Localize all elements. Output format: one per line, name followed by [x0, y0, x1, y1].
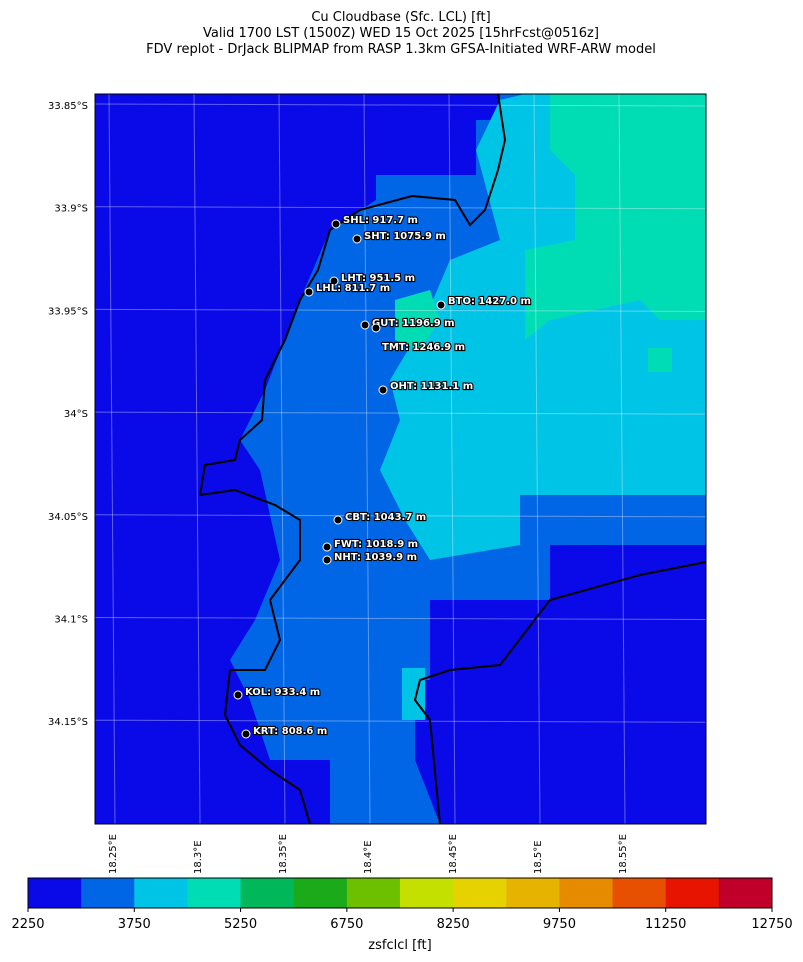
colorbar-tick-label: 6750 [330, 917, 363, 932]
grid-line [94, 514, 707, 518]
grid-line [108, 93, 116, 825]
station-marker [241, 729, 251, 739]
colorbar-tick-label: 3750 [118, 917, 151, 932]
colorbar-swatch [400, 878, 454, 908]
station-label: TMT: 1246.9 m [382, 342, 465, 353]
colorbar-swatch [559, 878, 614, 908]
field-zone [648, 348, 672, 372]
grid-line [448, 93, 456, 825]
colorbar-label: zsfclcl [ft] [368, 938, 431, 953]
grid-line [618, 93, 626, 825]
colorbar-tick-label: 9750 [543, 917, 576, 932]
lat-label: 34.1°S [54, 615, 88, 626]
grid-line [94, 308, 707, 312]
coastline [198, 93, 707, 825]
station-label: KOL: 933.4 m [245, 687, 320, 698]
lon-label: 18.4°E [363, 840, 374, 874]
station-marker [304, 287, 314, 297]
grid-line [94, 719, 707, 723]
station-label: NHT: 1039.9 m [334, 552, 417, 563]
grid-line [94, 103, 707, 107]
station-marker [233, 690, 243, 700]
grid-line [94, 411, 707, 415]
map-frame [94, 93, 707, 825]
colorbar-swatch [134, 878, 188, 908]
station-marker [322, 542, 332, 552]
colorbar-swatch [187, 878, 242, 908]
colorbar-swatch [665, 878, 720, 908]
lon-label: 18.3°E [193, 840, 204, 874]
grid-line [94, 617, 707, 620]
colorbar-swatch [718, 878, 773, 908]
title: FDV replot - DrJack BLIPMAP from RASP 1.… [146, 42, 656, 57]
lat-label: 34°S [64, 409, 88, 420]
colorbar-tick-label: 2250 [11, 917, 44, 932]
lat-label: 33.95°S [48, 306, 88, 317]
lon-label: 18.45°E [448, 834, 459, 874]
station-label: LHT: 951.5 m [341, 273, 415, 284]
colorbar-frame [27, 877, 773, 909]
colorbar-tick-label: 11250 [645, 917, 686, 932]
station-label: BTO: 1427.0 m [448, 296, 531, 307]
station-label: GUT: 1196.9 m [372, 318, 455, 329]
colorbar-swatch [612, 878, 667, 908]
lon-label: 18.25°E [108, 834, 119, 874]
grid-line [363, 93, 371, 825]
lon-label: 18.55°E [618, 834, 629, 874]
station-marker [436, 300, 446, 310]
station-label: FWT: 1018.9 m [334, 539, 418, 550]
colorbar-swatch [28, 878, 82, 908]
lon-label: 18.35°E [278, 834, 289, 874]
lat-label: 34.15°S [48, 717, 88, 728]
field-zone [402, 668, 425, 720]
colorbar-swatch [506, 878, 560, 908]
grid-line [278, 93, 286, 825]
station-marker [331, 219, 341, 229]
colorbar-swatch [81, 878, 135, 908]
field-zone [525, 94, 706, 340]
station-marker [329, 276, 339, 286]
colorbar-swatch [453, 878, 507, 908]
field-zone [395, 290, 440, 350]
lat-label: 33.9°S [54, 204, 88, 215]
lat-label: 33.85°S [48, 101, 88, 112]
lat-label: 34.05°S [48, 512, 88, 523]
station-marker [322, 555, 332, 565]
grid-line [533, 93, 541, 825]
station-label: KRT: 808.6 m [253, 726, 327, 737]
colorbar-swatch [240, 878, 295, 908]
station-label: SHL: 917.7 m [343, 215, 418, 226]
title: Cu Cloudbase (Sfc. LCL) [ft] [311, 10, 490, 25]
station-marker [333, 515, 343, 525]
station-label: OHT: 1131.1 m [390, 381, 473, 392]
station-marker [360, 320, 370, 330]
lon-label: 18.5°E [533, 840, 544, 874]
title: Valid 1700 LST (1500Z) WED 15 Oct 2025 [… [203, 26, 599, 41]
colorbar-tick-label: 12750 [751, 917, 792, 932]
grid-line [94, 206, 707, 210]
colorbar-swatch [346, 878, 401, 908]
station-label: SHT: 1075.9 m [364, 231, 446, 242]
station-marker [352, 234, 362, 244]
station-marker [371, 323, 381, 333]
station-label: CBT: 1043.7 m [345, 512, 426, 523]
colorbar-tick-label: 8250 [437, 917, 470, 932]
grid-line [193, 93, 201, 825]
station-label: LHL: 811.7 m [316, 283, 390, 294]
colorbar-swatch [293, 878, 348, 908]
station-marker [378, 385, 388, 395]
colorbar-tick-label: 5250 [224, 917, 257, 932]
